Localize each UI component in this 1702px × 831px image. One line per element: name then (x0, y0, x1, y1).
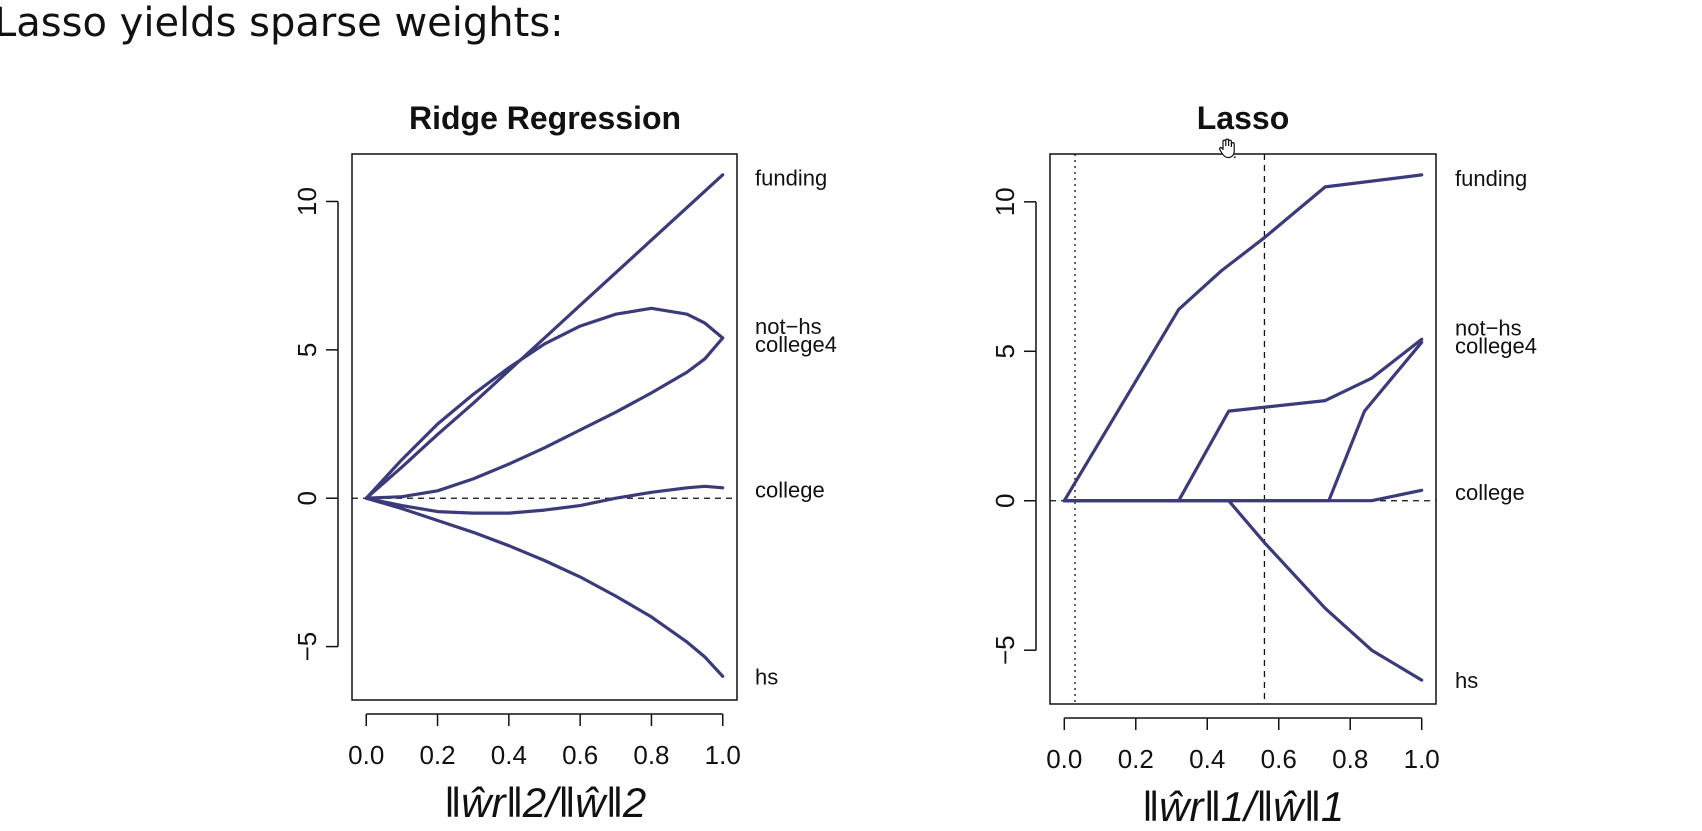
lasso-series-line-college4 (1062, 340, 1424, 503)
lasso-series-line-funding (1062, 173, 1424, 503)
lasso-series-label-not-hs: not−hs (1455, 315, 1522, 340)
lasso-y-tick-label: −5 (990, 635, 1020, 665)
lasso-series-lines (1050, 154, 1436, 704)
ridge-regression-chart: Ridge Regression −5 0 5 10 0.0 0.2 0.4 0.6 0.8 1… (292, 100, 837, 826)
ridge-y-tick-label: 5 (292, 343, 322, 357)
lasso-x-tick-labels: 0.0 0.2 0.4 0.6 0.8 1.0 (1046, 717, 1440, 774)
ridge-x-tick-label: 1.0 (705, 740, 741, 770)
ridge-series-label-hs: hs (755, 664, 778, 689)
lasso-x-tick-label: 1.0 (1404, 744, 1440, 774)
ridge-series-lines (352, 173, 737, 678)
ridge-chart-title: Ridge Regression (409, 100, 681, 136)
lasso-series-label-college4: college4 (1455, 333, 1537, 358)
lasso-chart: Lasso −5 0 5 10 0.0 0.2 0.4 0.6 0.8 1.0 funding n… (990, 100, 1537, 830)
lasso-x-axis-label: ‖ŵr‖1/‖ŵ‖1 (1142, 783, 1344, 830)
ridge-series-line-college4 (364, 336, 725, 500)
lasso-series-line-not-hs (1062, 337, 1424, 503)
ridge-series-line-hs (364, 496, 725, 678)
lasso-y-tick-label: 10 (990, 187, 1020, 216)
hand-cursor-icon (1219, 138, 1236, 159)
ridge-y-tick-labels: −5 0 5 10 (292, 187, 339, 662)
ridge-x-tick-labels: 0.0 0.2 0.4 0.6 0.8 1.0 (348, 713, 741, 770)
ridge-series-line-funding (364, 173, 725, 500)
lasso-y-tick-label: 5 (990, 344, 1020, 358)
lasso-x-tick-label: 0.6 (1261, 744, 1297, 774)
lasso-series-label-funding: funding (1455, 166, 1527, 191)
lasso-series-label-hs: hs (1455, 668, 1478, 693)
lasso-x-tick-label: 0.8 (1332, 744, 1368, 774)
ridge-series-label-college: college (755, 477, 825, 502)
ridge-x-axis-label: ‖ŵr‖2/‖ŵ‖2 (444, 779, 646, 826)
lasso-series-label-college: college (1455, 480, 1525, 505)
lasso-y-tick-label: 0 (990, 494, 1020, 508)
ridge-plot-frame (351, 153, 738, 701)
ridge-series-label-funding: funding (755, 166, 827, 191)
ridge-series-label-college4: college4 (755, 332, 837, 357)
ridge-series-line-college (364, 484, 725, 515)
ridge-y-tick-label: 0 (292, 491, 322, 505)
lasso-y-tick-labels: −5 0 5 10 (990, 187, 1037, 665)
ridge-x-tick-label: 0.4 (491, 740, 527, 770)
lasso-x-tick-label: 0.2 (1118, 744, 1154, 774)
ridge-x-tick-label: 0.0 (348, 740, 384, 770)
ridge-x-tick-label: 0.8 (633, 740, 669, 770)
lasso-chart-title: Lasso (1197, 100, 1289, 136)
ridge-series-label-not-hs: not−hs (755, 314, 822, 339)
lasso-x-tick-label: 0.4 (1189, 744, 1225, 774)
ridge-series-line-not-hs (364, 306, 725, 500)
ridge-x-tick-label: 0.6 (562, 740, 598, 770)
lasso-x-tick-label: 0.0 (1046, 744, 1082, 774)
ridge-y-tick-label: 10 (292, 187, 322, 216)
ridge-y-tick-label: −5 (292, 632, 322, 662)
lasso-plot-frame (1049, 153, 1437, 705)
ridge-x-tick-label: 0.2 (419, 740, 455, 770)
slide-heading: Lasso yields sparse weights: (0, 0, 564, 46)
lasso-series-line-hs (1062, 499, 1424, 682)
